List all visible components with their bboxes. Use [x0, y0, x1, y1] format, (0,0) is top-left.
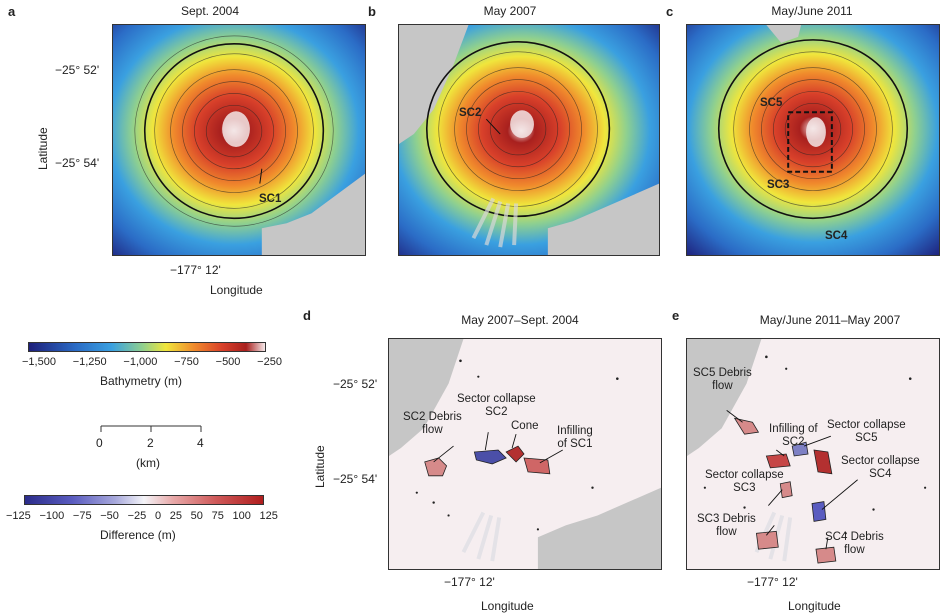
- diff-tick: 50: [190, 510, 203, 522]
- diff-tick: −25: [127, 510, 147, 522]
- label-infilling-sc1: Infilling of SC1: [557, 425, 593, 450]
- diff-tick: −75: [72, 510, 92, 522]
- lat-axis-label-d: Latitude: [313, 445, 327, 488]
- panel-c-title: May/June 2011: [771, 4, 853, 18]
- bathymetry-label: Bathymetry (m): [100, 374, 183, 388]
- scale-unit-label: (km): [136, 456, 160, 470]
- lat-tick-52-a: −25° 52': [55, 63, 100, 77]
- panel-b-bathymetry-map: SC2: [398, 24, 660, 256]
- difference-colorbar: [24, 495, 264, 505]
- lon-axis-label-a: Longitude: [210, 283, 263, 297]
- label-sector-collapse-sc2: Sector collapse SC2: [457, 393, 536, 418]
- panel-e-letter: e: [672, 308, 680, 323]
- lon-axis-label-d: Longitude: [481, 599, 534, 613]
- label-sc3-debris-flow: SC3 Debris flow: [697, 513, 756, 538]
- panel-d-title: May 2007–Sept. 2004: [461, 313, 579, 327]
- diff-tick: 100: [232, 510, 251, 522]
- label-sector-collapse-sc4: Sector collapse SC4: [841, 455, 920, 480]
- label-sector-collapse-sc5: Sector collapse SC5: [827, 419, 906, 444]
- lon-tick-d: −177° 12': [444, 575, 495, 589]
- panel-d-difference-map: SC2 Debris flow Sector collapse SC2 Cone I…: [388, 338, 662, 570]
- label-sc1: SC1: [259, 193, 282, 205]
- panel-a-title: Sept. 2004: [180, 4, 240, 18]
- label-sector-collapse-sc3: Sector collapse SC3: [705, 469, 784, 494]
- label-sc4: SC4: [825, 230, 848, 242]
- panel-c-bathymetry-map: SC5 SC3 SC4: [686, 24, 940, 256]
- label-sc3: SC3: [767, 179, 790, 191]
- bathymetry-tick-labels: −1,500 −1,250 −1,000 −750 −500 −250: [22, 356, 282, 368]
- bathy-tick: −750: [174, 356, 199, 368]
- panel-a-letter: a: [8, 4, 16, 19]
- diff-tick: 25: [169, 510, 182, 522]
- label-sc4-debris-flow: SC4 Debris flow: [825, 531, 884, 556]
- scale-tick-2: 2: [147, 436, 154, 450]
- bathymetry-colorbar: [28, 342, 266, 352]
- scale-tick-4: 4: [197, 436, 204, 450]
- panel-d-letter: d: [303, 308, 311, 323]
- lon-tick-e: −177° 12': [747, 575, 798, 589]
- panel-e-title: May/June 2011–May 2007: [759, 313, 901, 327]
- label-sc5-debris-flow: SC5 Debris flow: [693, 367, 752, 392]
- lat-tick-54-d: −25° 54': [333, 472, 378, 486]
- lon-axis-label-e: Longitude: [788, 599, 841, 613]
- diff-tick: −125: [6, 510, 31, 522]
- diff-tick: −50: [100, 510, 119, 522]
- panel-a-bathymetry-map: SC1: [112, 24, 366, 256]
- diff-tick: 125: [259, 510, 278, 522]
- diff-tick: 75: [211, 510, 224, 522]
- panel-d-map-svg: [389, 339, 661, 569]
- panel-b-title: May 2007: [483, 4, 537, 18]
- panel-b-letter: b: [368, 4, 376, 19]
- label-sc2-debris-flow: SC2 Debris flow: [403, 411, 462, 436]
- scale-tick-0: 0: [96, 436, 103, 450]
- bathy-tick: −500: [215, 356, 241, 368]
- label-cone: Cone: [511, 420, 539, 432]
- panel-b-map-svg: [399, 25, 659, 255]
- bathy-tick: −1,500: [22, 356, 56, 368]
- lat-axis-label-a: Latitude: [36, 127, 50, 170]
- lat-tick-54-a: −25° 54': [55, 156, 100, 170]
- diff-tick: 0: [154, 510, 162, 522]
- difference-tick-labels: −125 −100 −75 −50 −25 0 25 50 75 100 125: [6, 510, 278, 522]
- bathy-tick: −1,000: [123, 356, 158, 368]
- label-sc2: SC2: [459, 107, 482, 119]
- bathy-tick: −1,250: [72, 356, 107, 368]
- panel-a-map-svg: [113, 25, 365, 255]
- panel-e-difference-map: SC5 Debris flow Infilling of SC2 Sector co…: [686, 338, 940, 570]
- difference-label: Difference (m): [100, 528, 176, 542]
- lon-tick-a: −177° 12': [170, 263, 221, 277]
- panel-e-map-svg: [687, 339, 939, 569]
- diff-tick: −100: [39, 510, 65, 522]
- lat-tick-52-d: −25° 52': [333, 377, 378, 391]
- panel-c-map-svg: [687, 25, 939, 255]
- bathy-tick: −250: [257, 356, 282, 368]
- panel-c-letter: c: [666, 4, 674, 19]
- label-sc5: SC5: [760, 97, 783, 109]
- label-infilling-sc2: Infilling of SC2: [769, 423, 818, 448]
- scale-bar: [100, 425, 202, 432]
